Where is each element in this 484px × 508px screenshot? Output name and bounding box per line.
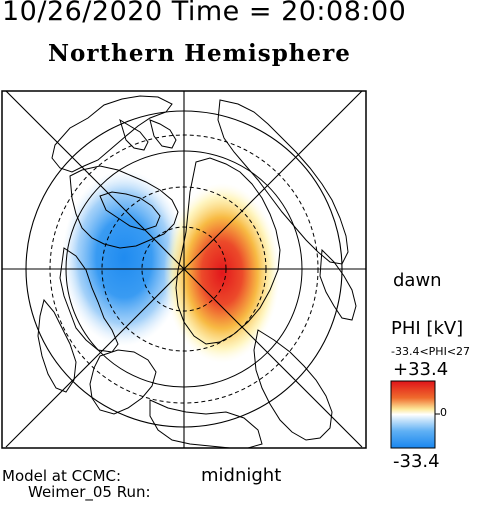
footer-run: Weimer_05 Run: bbox=[28, 483, 151, 501]
colorbar-min-label: -33.4 bbox=[393, 451, 440, 472]
negative-cell bbox=[62, 170, 186, 346]
positive-cell bbox=[164, 183, 280, 363]
hemisphere-title: Northern Hemisphere bbox=[48, 40, 351, 67]
colorbar-zero-label: 0 bbox=[440, 406, 447, 419]
plot-frame bbox=[1, 90, 367, 449]
datetime-title: 10/26/2020 Time = 20:08:00 bbox=[2, 0, 407, 27]
meridian-diag-2 bbox=[5, 91, 363, 448]
colorbar-gradient bbox=[390, 380, 436, 449]
midnight-label: midnight bbox=[201, 465, 282, 486]
polar-grid bbox=[2, 91, 366, 448]
footer-model: Model at CCMC: bbox=[2, 467, 122, 485]
dawn-label: dawn bbox=[393, 270, 442, 291]
colorbar-title: PHI [kV] bbox=[391, 318, 464, 339]
colorbar-range: -33.4<PHI<27 bbox=[391, 345, 471, 358]
coastlines bbox=[37, 95, 357, 448]
colorbar-max-label: +33.4 bbox=[393, 359, 449, 380]
